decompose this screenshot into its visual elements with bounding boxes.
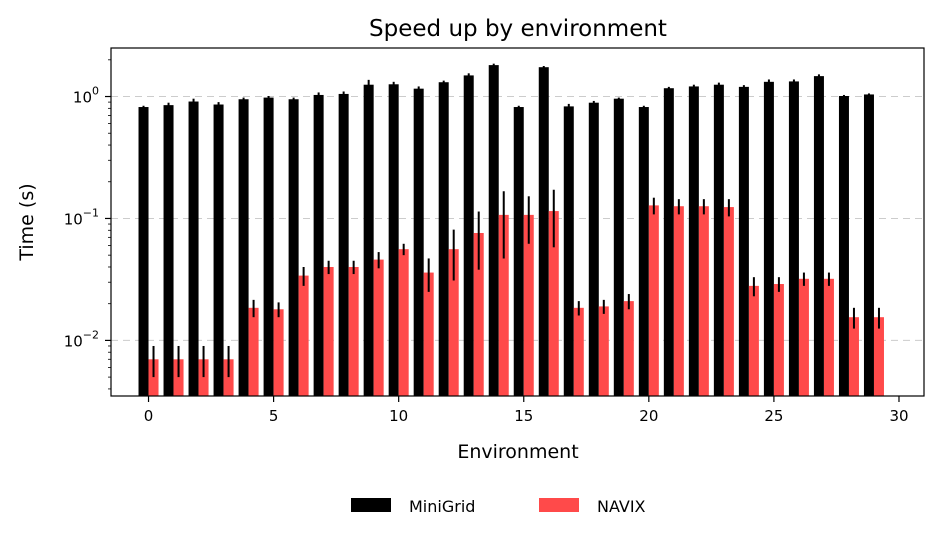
bar-minigrid-5 xyxy=(263,97,274,396)
y-tick-label: 100 xyxy=(73,85,99,107)
bar-navix-4 xyxy=(248,307,259,396)
bar-minigrid-21 xyxy=(663,88,674,397)
bar-navix-3 xyxy=(223,359,234,396)
bar-navix-20 xyxy=(648,205,659,396)
bar-minigrid-7 xyxy=(313,94,324,396)
bar-minigrid-29 xyxy=(863,94,874,397)
bar-navix-2 xyxy=(198,359,209,396)
error-bars xyxy=(142,63,880,378)
plot-frame xyxy=(110,47,925,397)
bar-navix-19 xyxy=(623,301,634,396)
x-tick-label: 5 xyxy=(269,407,279,425)
bar-navix-14 xyxy=(498,214,509,396)
x-axis-ticks: 0 5 10 15 20 25 30 xyxy=(144,396,909,425)
bar-navix-22 xyxy=(698,206,709,396)
bar-minigrid-14 xyxy=(488,65,499,396)
bar-minigrid-13 xyxy=(463,75,474,397)
legend-label-navix: NAVIX xyxy=(597,497,646,516)
x-tick-label: 0 xyxy=(144,407,154,425)
bar-minigrid-27 xyxy=(813,76,824,396)
x-tick-label: 10 xyxy=(389,407,408,425)
bar-minigrid-11 xyxy=(413,88,424,396)
bar-minigrid-19 xyxy=(613,98,624,396)
bar-minigrid-20 xyxy=(638,107,649,396)
legend-swatch-minigrid xyxy=(351,498,391,512)
y-axis-label: Time (s) xyxy=(16,183,38,261)
bar-minigrid-28 xyxy=(838,95,849,397)
x-tick-label: 20 xyxy=(639,407,658,425)
x-axis-label: Environment xyxy=(457,441,578,463)
bar-navix-6 xyxy=(298,275,309,396)
bar-navix-1 xyxy=(173,359,184,396)
legend: MiniGrid NAVIX xyxy=(351,497,646,516)
bar-navix-16 xyxy=(548,211,559,396)
bar-navix-29 xyxy=(873,317,884,396)
bar-minigrid-8 xyxy=(338,93,349,396)
bar-navix-5 xyxy=(273,309,284,396)
x-tick-label: 25 xyxy=(764,407,783,425)
legend-label-minigrid: MiniGrid xyxy=(409,497,475,516)
bar-navix-11 xyxy=(423,272,434,396)
bar-minigrid-4 xyxy=(238,99,249,396)
bar-navix-9 xyxy=(373,259,384,396)
bar-navix-27 xyxy=(823,278,834,396)
bar-navix-21 xyxy=(673,206,684,396)
bar-minigrid-18 xyxy=(588,102,599,396)
legend-swatch-navix xyxy=(539,498,579,512)
bar-navix-24 xyxy=(748,285,759,396)
bar-navix-26 xyxy=(798,278,809,396)
bar-navix-13 xyxy=(473,232,484,396)
y-tick-label: 10−2 xyxy=(64,328,99,350)
bar-minigrid-1 xyxy=(163,105,174,396)
bar-minigrid-9 xyxy=(363,84,374,397)
bar-navix-17 xyxy=(573,307,584,396)
y-axis-ticks: 100 10−1 10−2 xyxy=(64,59,111,390)
bar-minigrid-26 xyxy=(788,81,799,396)
bar-navix-12 xyxy=(448,249,459,396)
bar-navix-18 xyxy=(598,306,609,396)
bar-navix-23 xyxy=(723,207,734,396)
bar-minigrid-22 xyxy=(688,86,699,396)
bar-minigrid-12 xyxy=(438,82,449,396)
bar-navix-0 xyxy=(148,359,159,396)
bar-navix-25 xyxy=(773,284,784,396)
bar-minigrid-15 xyxy=(513,107,524,396)
bar-minigrid-2 xyxy=(188,101,199,397)
bar-navix-10 xyxy=(398,249,409,396)
bar-navix-15 xyxy=(523,214,534,396)
x-tick-label: 15 xyxy=(514,407,533,425)
bar-minigrid-23 xyxy=(713,84,724,397)
bars xyxy=(138,65,884,397)
bar-minigrid-25 xyxy=(763,81,774,397)
x-tick-label: 30 xyxy=(889,407,908,425)
y-tick-label: 10−1 xyxy=(64,206,99,228)
bar-minigrid-24 xyxy=(738,86,749,396)
bar-minigrid-17 xyxy=(563,106,574,397)
bar-navix-8 xyxy=(348,266,359,396)
bar-navix-7 xyxy=(323,266,334,396)
bar-minigrid-0 xyxy=(138,107,149,396)
bar-navix-28 xyxy=(848,317,859,396)
bar-minigrid-10 xyxy=(388,84,399,397)
bar-minigrid-16 xyxy=(538,67,549,396)
bar-minigrid-3 xyxy=(213,104,224,397)
bar-minigrid-6 xyxy=(288,99,299,396)
chart-title: Speed up by environment xyxy=(369,16,667,42)
